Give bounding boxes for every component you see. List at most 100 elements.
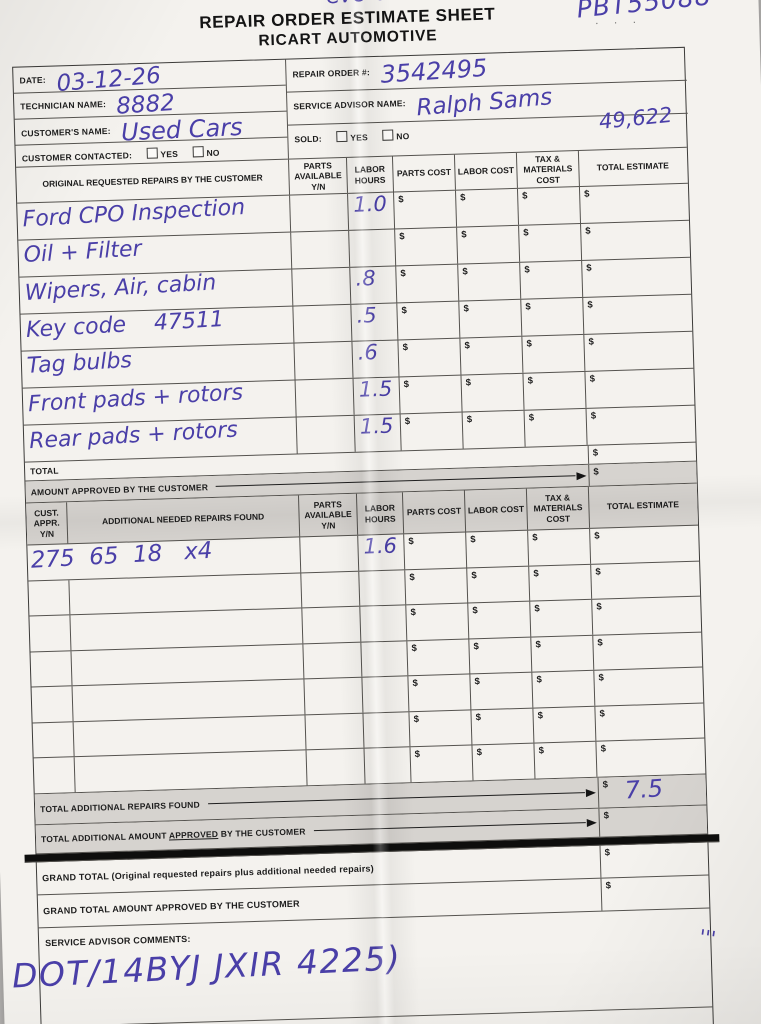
repair-desc-handwriting: Wipers, Air, cabin <box>24 270 217 306</box>
contacted-yes-label: YES <box>160 148 179 160</box>
sold-yes-checkbox <box>336 130 348 143</box>
col-tax-materials: TAX & MATERIALS COST <box>525 486 590 530</box>
dollar-sign: $ <box>474 676 481 688</box>
dollar-sign: $ <box>414 748 421 761</box>
dollar-sign: $ <box>599 707 606 720</box>
repair-order-handwriting: 3542495 <box>379 53 489 89</box>
labor-hours-handwriting: .6 <box>357 340 379 365</box>
dollar-sign: $ <box>466 414 473 426</box>
dollar-sign: $ <box>524 264 530 276</box>
sold-yes-label: YES <box>350 132 369 143</box>
sold-no-label: NO <box>396 131 410 142</box>
dollar-sign: $ <box>463 303 469 315</box>
total-label: TOTAL <box>29 465 59 477</box>
labor-hours-handwriting: 1.5 <box>359 413 394 439</box>
contacted-no-label: NO <box>206 147 220 159</box>
col-labor-hours: LABOR HOURS <box>345 156 393 193</box>
repair-desc-handwriting: Oil + Filter <box>23 236 143 269</box>
dollar-sign: $ <box>398 194 404 206</box>
dollar-sign: $ <box>462 266 468 278</box>
dollar-sign: $ <box>475 711 482 723</box>
amount-approved-cell: $ <box>588 461 697 486</box>
arrow-line <box>216 475 576 487</box>
dollar-sign: $ <box>464 340 471 352</box>
dollar-sign: $ <box>399 231 405 243</box>
technician-handwriting: 8882 <box>115 89 176 120</box>
dollar-sign: $ <box>527 375 534 387</box>
col-total-estimate: TOTAL ESTIMATE <box>587 483 698 528</box>
repair-desc-handwriting: Ford CPO Inspection <box>22 195 246 233</box>
arrow-line <box>313 822 586 832</box>
col-parts-cost: PARTS COST <box>401 490 466 534</box>
dollar-sign: $ <box>590 410 597 422</box>
col-parts-available: PARTS AVAILABLE Y/N <box>288 157 348 195</box>
col-additional-repairs: ADDITIONAL NEEDED REPAIRS FOUND <box>66 495 300 544</box>
dollar-sign: $ <box>461 229 467 241</box>
dollar-sign: $ <box>587 299 593 311</box>
dollar-sign: $ <box>470 534 476 546</box>
info-section: DATE: 03-12-26 TECHNICIAN NAME: 8882 CUS… <box>13 47 689 168</box>
comments-label: SERVICE ADVISOR COMMENTS: <box>44 933 191 948</box>
dollar-sign: $ <box>533 567 539 580</box>
grand-total-approved-label: GRAND TOTAL AMOUNT APPROVED BY THE CUSTO… <box>43 898 300 916</box>
technician-label: TECHNICIAN NAME: <box>20 98 107 112</box>
dollar-sign: $ <box>473 640 479 652</box>
sold-no-checkbox <box>382 129 394 141</box>
total-amount-cell: $ <box>587 442 697 464</box>
dollar-sign: $ <box>583 188 590 200</box>
total-additional-found-label: TOTAL ADDITIONAL REPAIRS FOUND <box>40 799 201 814</box>
dollar-sign: $ <box>411 642 418 654</box>
dollar-sign: $ <box>586 262 592 274</box>
dollar-sign: $ <box>585 225 591 237</box>
dollar-sign: $ <box>471 569 477 581</box>
sold-label: SOLD: <box>294 133 322 145</box>
service-advisor-handwriting: Ralph Sams <box>415 84 554 122</box>
tick-marks-handwriting: ''' <box>697 924 718 951</box>
dollar-sign: $ <box>604 846 611 859</box>
grand-total-approved-cell: $ <box>600 874 710 911</box>
col-total-estimate: TOTAL ESTIMATE <box>577 147 687 187</box>
info-left-column: DATE: 03-12-26 TECHNICIAN NAME: 8882 CUS… <box>13 59 288 167</box>
dollar-sign: $ <box>537 709 544 721</box>
dollar-sign: $ <box>597 637 603 649</box>
dollar-sign: $ <box>595 566 601 578</box>
total-additional-approved-label: TOTAL ADDITIONAL AMOUNT APPROVED BY THE … <box>40 825 306 844</box>
repair-desc-handwriting: Front pads + rotors <box>27 380 244 418</box>
col-parts-cost: PARTS COST <box>391 154 455 192</box>
estimate-form: DATE: 03-12-26 TECHNICIAN NAME: 8882 CUS… <box>11 46 720 1024</box>
contacted-yes-checkbox <box>146 147 158 159</box>
contacted-no-checkbox <box>192 146 204 158</box>
repair-desc-handwriting: Key code 47511 <box>25 307 225 344</box>
dollar-sign: $ <box>600 743 607 755</box>
dollar-sign: $ <box>588 336 595 348</box>
dollar-sign: $ <box>400 268 406 280</box>
dollar-sign: $ <box>472 605 478 617</box>
dollar-sign: $ <box>592 447 599 459</box>
dollar-sign: $ <box>476 747 483 759</box>
dollar-sign: $ <box>534 603 540 615</box>
date-label: DATE: <box>19 74 47 86</box>
col-tax-materials: TAX & MATERIALS COST <box>515 151 579 188</box>
dollar-sign: $ <box>594 530 600 542</box>
dollar-sign: $ <box>598 672 604 684</box>
dollar-sign: $ <box>605 879 612 892</box>
labor-hours-handwriting: 1.5 <box>358 376 393 402</box>
col-parts-available: PARTS AVAILABLE Y/N <box>297 493 358 537</box>
customer-name-handwriting: Used Cars <box>120 112 244 147</box>
customer-name-label: CUSTOMER'S NAME: <box>20 125 111 139</box>
dollar-sign: $ <box>522 190 528 202</box>
dollar-sign: $ <box>403 379 410 391</box>
dollar-sign: $ <box>409 571 415 583</box>
col-labor-cost: LABOR COST <box>453 152 517 190</box>
total-additional-found-cell: $ 7.5 <box>597 774 707 808</box>
amount-approved-label: AMOUNT APPROVED BY THE CUSTOMER <box>30 481 209 497</box>
dollar-sign: $ <box>410 607 416 619</box>
grand-total-label: GRAND TOTAL (Original requested repairs … <box>42 862 374 883</box>
dollar-sign: $ <box>401 305 407 317</box>
arrow-right-icon <box>576 471 587 480</box>
service-advisor-label: SERVICE ADVISOR NAME: <box>293 98 406 112</box>
dollar-sign: $ <box>525 301 531 313</box>
dollar-sign: $ <box>593 466 599 478</box>
